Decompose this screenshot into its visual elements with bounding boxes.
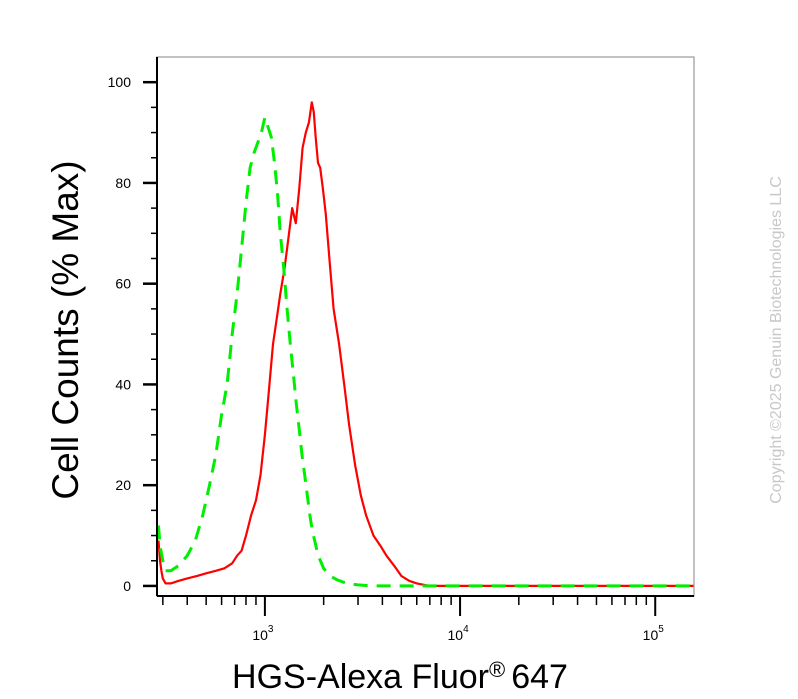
series-line-1 [157, 101, 694, 588]
x-tick-label: 105 [643, 624, 665, 643]
x-axis-title-suffix: 647 [511, 658, 568, 696]
x-axis-title-main: HGS-Alexa Fluor [232, 658, 489, 696]
series-line-2 [157, 115, 694, 588]
y-axis-ticks: 0 20 40 60 80 100 [108, 74, 157, 594]
x-axis-ticks: 103 104 105 [162, 596, 665, 643]
plot-area [157, 101, 694, 588]
y-tick-label: 0 [123, 578, 131, 594]
y-tick-label: 60 [115, 276, 131, 292]
y-axis-title: Cell Counts (% Max) [45, 160, 86, 499]
copyright-watermark: Copyright ©2025 Genuin Biotechnologies L… [768, 176, 785, 504]
x-tick-label: 104 [447, 624, 469, 643]
y-tick-label: 80 [115, 175, 131, 191]
y-tick-label: 40 [115, 376, 131, 392]
x-axis-title-registered-mark: ® [489, 657, 505, 682]
x-axis-title: HGS-Alexa Fluor® 647 [232, 657, 568, 696]
y-tick-label: 100 [108, 74, 132, 90]
series-layer [157, 101, 694, 588]
x-tick-label: 103 [252, 624, 274, 643]
y-tick-label: 20 [115, 477, 131, 493]
